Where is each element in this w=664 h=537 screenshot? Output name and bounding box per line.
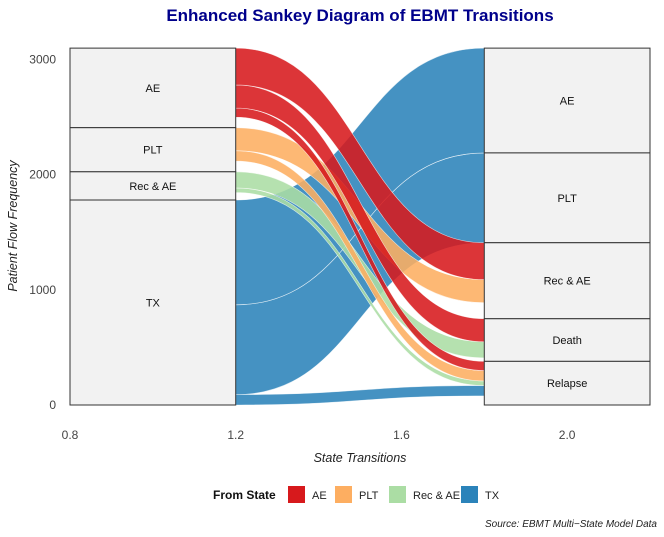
- legend-key-rec-ae: [389, 486, 406, 503]
- x-axis-title: State Transitions: [314, 451, 407, 465]
- legend-label: TX: [485, 490, 500, 502]
- legend-key-tx: [461, 486, 478, 503]
- right-stratum-rec-ae: [483, 242, 651, 320]
- y-tick-label: 0: [49, 398, 56, 412]
- right-stratum-label: Death: [552, 335, 581, 347]
- x-tick-label: 1.6: [393, 428, 410, 442]
- x-tick-label: 2.0: [559, 428, 576, 442]
- flows-layer: [235, 47, 485, 406]
- left-stratum-label: PLT: [143, 145, 163, 157]
- right-stratum-label: PLT: [557, 193, 577, 205]
- strata-layer: AE PLT Rec & AE TX AE PLT Rec & AE Death Relapse: [69, 47, 651, 406]
- right-stratum-ae: [483, 47, 651, 154]
- left-stratum-rec-ae: [69, 171, 237, 201]
- left-stratum-label: TX: [146, 298, 161, 310]
- right-stratum-label: Rec & AE: [544, 276, 591, 288]
- legend: From State AE PLT Rec & AE TX: [213, 486, 500, 503]
- left-stratum-label: AE: [146, 83, 161, 95]
- y-tick-label: 1000: [29, 283, 56, 297]
- left-stratum-ae: [69, 47, 237, 129]
- right-stratum-death: [483, 318, 651, 362]
- left-stratum-plt: [69, 127, 237, 173]
- y-tick-label: 3000: [29, 53, 56, 67]
- right-stratum-plt: [483, 152, 651, 244]
- right-stratum-relapse: [483, 360, 651, 406]
- chart-title: Enhanced Sankey Diagram of EBMT Transiti…: [166, 6, 553, 25]
- legend-key-ae: [288, 486, 305, 503]
- y-tick-label: 2000: [29, 168, 56, 182]
- right-stratum-label: AE: [560, 96, 575, 108]
- legend-title: From State: [213, 488, 276, 502]
- x-axis-ticks: 0.8 1.2 1.6 2.0: [62, 428, 576, 442]
- legend-key-plt: [335, 486, 352, 503]
- legend-label: Rec & AE: [413, 490, 460, 502]
- right-stratum-label: Relapse: [547, 378, 587, 390]
- y-axis-ticks: 0 1000 2000 3000: [29, 53, 56, 412]
- left-stratum-tx: [69, 199, 237, 406]
- chart-caption: Source: EBMT Multi−State Model Data: [485, 519, 657, 530]
- y-axis-title: Patient Flow Frequency: [6, 160, 20, 292]
- x-tick-label: 0.8: [62, 428, 79, 442]
- left-stratum-label: Rec & AE: [129, 181, 176, 193]
- x-tick-label: 1.2: [227, 428, 244, 442]
- legend-label: AE: [312, 490, 327, 502]
- legend-label: PLT: [359, 490, 379, 502]
